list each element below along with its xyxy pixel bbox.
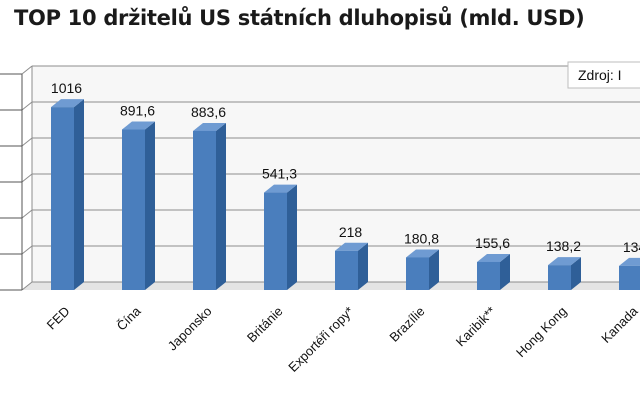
data-label: 891,6 [120, 103, 155, 119]
data-label: 883,6 [191, 104, 226, 120]
chart-floor [22, 282, 640, 290]
gridlines [0, 65, 640, 291]
bar-front [406, 257, 429, 290]
bar [193, 122, 226, 291]
bar-front [122, 129, 145, 290]
bar [548, 257, 581, 290]
bar [122, 121, 155, 291]
bar-side [74, 99, 84, 291]
bar-top [264, 184, 297, 193]
bar-front [619, 265, 640, 290]
data-label: 541,3 [262, 166, 297, 182]
bar-top [548, 257, 581, 266]
bar-top [477, 253, 510, 262]
bar-top [193, 122, 226, 131]
data-label: 180,8 [404, 230, 439, 246]
gridline-side [21, 209, 33, 219]
bar-top [619, 257, 640, 266]
bar-front [335, 250, 358, 290]
category-label: Čína [114, 303, 145, 334]
value-labels: 1016 891,6 883,6 541,3 218 180,8 155,6 138,2 134 [51, 80, 640, 255]
chart-title: TOP 10 držitelů US státních dluhopisů (m… [14, 6, 585, 30]
bar-side [500, 253, 510, 290]
bar-front [477, 261, 500, 290]
bar-side [429, 249, 439, 290]
data-label: 218 [339, 224, 363, 240]
bar-top [406, 249, 439, 258]
gridline-side [21, 137, 33, 147]
bar [51, 99, 84, 291]
bar [335, 242, 368, 290]
bar-side [358, 242, 368, 290]
gridline-side [21, 173, 33, 183]
gridline-side [21, 101, 33, 111]
category-label: Karibik** [453, 304, 499, 350]
legend-box [567, 61, 640, 89]
category-label: Kanada [598, 303, 640, 346]
bar-front [193, 130, 216, 290]
bars [51, 99, 640, 291]
category-label: FED [44, 304, 73, 333]
category-labels: FED Čína Japonsko Británie Exportéři ropy* Br… [44, 303, 640, 375]
category-label: Brazílie [386, 304, 427, 345]
data-label: 134 [623, 239, 640, 255]
bar-top [51, 99, 84, 108]
bar-side [571, 257, 581, 290]
bar-front [264, 192, 287, 290]
category-label: Hong Kong [513, 304, 570, 361]
category-label: Japonsko [165, 304, 215, 354]
data-label: 138,2 [546, 238, 581, 254]
bar-front [51, 107, 74, 291]
bar-side [287, 184, 297, 290]
gridline-side [21, 65, 33, 75]
bar [406, 249, 439, 290]
bar-top [335, 242, 368, 251]
data-label: 1016 [51, 80, 82, 96]
bar [477, 253, 510, 290]
bar [619, 257, 640, 290]
data-label: 155,6 [475, 235, 510, 251]
bar [264, 184, 297, 290]
bar-top [122, 121, 155, 130]
bar-side [145, 121, 155, 291]
bar-front [548, 265, 571, 290]
gridline-side [21, 281, 33, 291]
gridline-side [21, 245, 33, 255]
bar-side [216, 122, 226, 291]
category-label: Británie [244, 304, 286, 346]
category-label: Exportéři ropy* [285, 304, 356, 375]
source-label: Zdroj: I [578, 67, 622, 83]
